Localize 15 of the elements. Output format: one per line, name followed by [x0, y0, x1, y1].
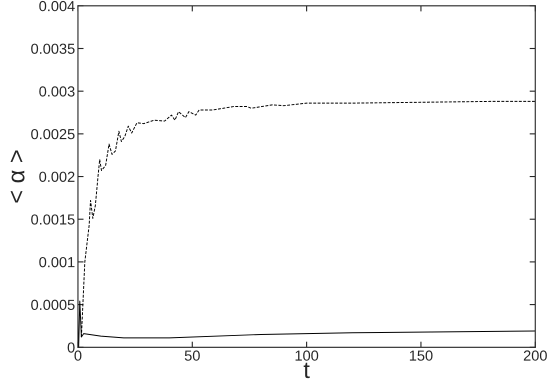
x-tick-label: 200 [524, 350, 547, 361]
y-axis-title: < α > [10, 150, 25, 203]
y-tick-label: 0.0005 [31, 300, 75, 310]
x-tick-label: 150 [410, 350, 433, 361]
y-tick-label: 0.0015 [31, 214, 75, 225]
x-tick-label: 100 [296, 350, 318, 361]
x-tick-label: 50 [184, 350, 200, 361]
y-tick-label: 0 [68, 342, 75, 353]
y-tick-label: 0.0035 [31, 44, 75, 54]
y-tick-label: 0.001 [39, 257, 74, 268]
y-tick-label: 0.002 [39, 172, 74, 182]
y-tick-label: 0.0025 [31, 128, 75, 140]
x-axis-title: t [304, 362, 310, 378]
y-tick-label: 0.003 [39, 86, 75, 97]
y-tick-label: 0.004 [39, 0, 75, 12]
